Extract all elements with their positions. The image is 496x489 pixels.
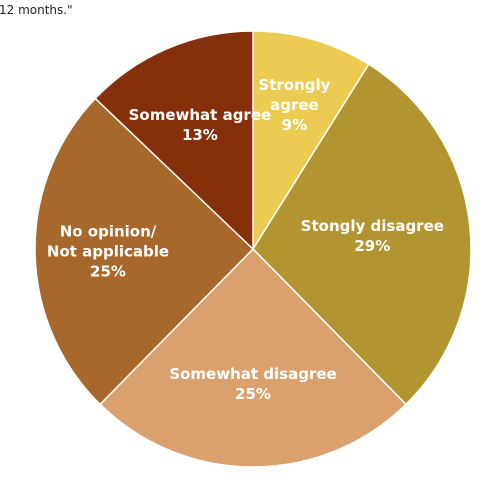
slice-label: Somewhat agree 13% <box>129 106 272 144</box>
pie-slice <box>34 97 255 406</box>
slice-value-label: 29% <box>354 237 390 255</box>
slice-label: Strongly agree 9% <box>258 76 330 134</box>
slice-category-label: Somewhat disagree <box>169 365 336 383</box>
slice-category-label: Not applicable <box>47 242 169 260</box>
chart-caption: 12 months." <box>0 3 73 17</box>
pie-slice <box>98 247 408 468</box>
pie-slice <box>94 30 254 251</box>
pie-chart <box>34 30 472 468</box>
slice-value-label: 9% <box>282 116 307 134</box>
slice-category-label: Stongly disagree <box>301 217 444 235</box>
slice-category-label: No opinion/ <box>60 222 157 240</box>
slice-label: Somewhat disagree 25% <box>169 365 336 403</box>
slice-value-label: 25% <box>90 262 126 280</box>
slice-label: No opinion/Not applicable 25% <box>47 222 169 280</box>
slice-value-label: 25% <box>235 385 271 403</box>
slice-category-label: Strongly <box>258 76 330 94</box>
slice-value-label: 13% <box>182 126 218 144</box>
pie-slice <box>252 63 472 406</box>
pie-slice <box>252 30 370 252</box>
pie-labels: Strongly agree 9% Stongly disagree 29% Somewh… <box>47 76 444 403</box>
slice-label: Stongly disagree 29% <box>301 217 444 255</box>
slice-category-label: Somewhat agree <box>129 106 272 124</box>
slice-category-label: agree <box>270 96 319 114</box>
